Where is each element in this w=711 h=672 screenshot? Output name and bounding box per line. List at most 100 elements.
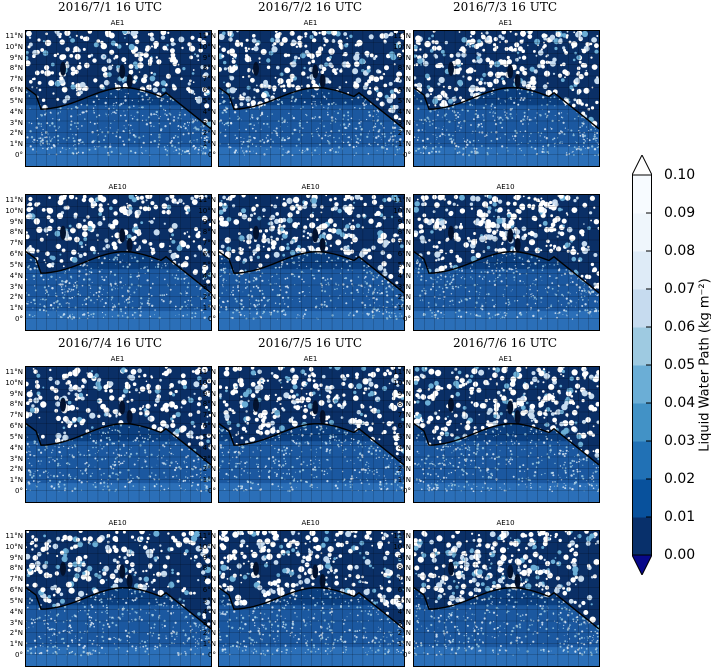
colorbar-tick-label: 0.01 [664,509,696,525]
lat-tick-label: 10°N [393,42,411,51]
lat-tick-label: 6°N [9,586,23,595]
panel-label: AE10 [301,519,320,527]
row-title: 2016/7/3 16 UTC [452,0,558,14]
lat-tick-label: 7°N [397,239,411,248]
lat-tick-label: 5°N [202,596,216,605]
lat-tick-label: 8°N [397,228,411,237]
lat-tick-label: 2°N [397,465,411,474]
colorbar-tick-label: 0.07 [664,281,696,297]
colorbar-tick-label: 0.04 [664,395,696,411]
lat-tick-label: 7°N [202,575,216,584]
lat-tick-label: 10°N [393,542,411,551]
panel-label: AE1 [110,19,125,27]
lat-tick-label: 3°N [9,454,23,463]
lat-tick-label: 8°N [9,564,23,573]
lat-tick-label: 1°N [397,304,411,313]
lat-tick-label: 6°N [397,86,411,95]
lwp-field [414,31,599,166]
lat-tick-label: 7°N [202,75,216,84]
lat-tick-label: 1°N [9,140,23,149]
lat-tick-label: 4°N [202,607,216,616]
lat-tick-label: 11°N [393,368,411,376]
lat-tick-label: 5°N [397,96,411,105]
lat-tick-label: 5°N [397,260,411,269]
lat-tick-label: 3°N [397,118,411,127]
panel-label: AE1 [110,355,125,363]
lat-tick-label: 8°N [397,564,411,573]
colorbar-segment [632,289,652,328]
lat-tick-label: 11°N [5,196,23,204]
colorbar-extend-min [632,554,652,575]
lat-tick-label: 4°N [397,271,411,280]
lat-tick-label: 5°N [202,96,216,105]
lat-tick-label: 6°N [9,250,23,259]
lat-tick-label: 6°N [202,586,216,595]
lwp-field [26,31,211,166]
colorbar-segment [632,175,652,214]
lat-tick-label: 0° [208,315,216,323]
lwp-field [26,531,211,666]
row-title: 2016/7/6 16 UTC [452,336,558,350]
lat-tick-label: 10°N [5,542,23,551]
colorbar-tick-label: 0.06 [664,319,696,335]
lat-tick-label: 3°N [202,454,216,463]
colorbar-tick-label: 0.09 [664,205,696,221]
lat-tick-label: 8°N [9,64,23,73]
colorbar-segment [632,365,652,404]
lat-tick-label: 1°N [9,476,23,485]
lat-tick-label: 2°N [202,465,216,474]
lwp-field [26,367,211,502]
lat-tick-label: 7°N [397,75,411,84]
lat-tick-label: 8°N [9,400,23,409]
lat-tick-label: 6°N [9,86,23,95]
colorbar-tick-label: 0.08 [664,243,696,259]
lat-tick-label: 2°N [9,629,23,638]
colorbar-tick-label: 0.05 [664,357,696,373]
lat-tick-label: 5°N [9,432,23,441]
lat-tick-label: 0° [403,151,411,159]
lat-tick-label: 10°N [198,206,216,215]
lat-tick-label: 4°N [202,107,216,116]
lat-tick-label: 11°N [393,196,411,204]
lat-tick-label: 9°N [397,217,411,226]
lat-tick-label: 2°N [9,465,23,474]
map-panel [413,194,600,331]
lat-tick-label: 5°N [9,96,23,105]
lat-tick-label: 7°N [9,575,23,584]
panel-label: AE10 [301,183,320,191]
lat-tick-label: 1°N [202,304,216,313]
map-panel [25,530,212,667]
lat-tick-label: 5°N [9,596,23,605]
lat-tick-label: 6°N [397,586,411,595]
lat-tick-label: 10°N [393,378,411,387]
lat-tick-label: 2°N [9,129,23,138]
lat-tick-label: 1°N [9,640,23,649]
lat-tick-label: 3°N [397,618,411,627]
lat-tick-label: 4°N [9,443,23,452]
lat-tick-label: 7°N [9,411,23,420]
panel-label: AE1 [498,355,513,363]
lat-tick-label: 9°N [9,553,23,562]
lat-tick-label: 11°N [198,368,216,376]
lat-tick-label: 7°N [397,575,411,584]
colorbar-segment [632,213,652,252]
lwp-field [219,195,404,330]
lat-tick-label: 11°N [5,368,23,376]
colorbar-segment [632,403,652,442]
lat-tick-label: 8°N [397,64,411,73]
map-panel [218,194,405,331]
row-title: 2016/7/1 16 UTC [57,0,163,14]
lat-tick-label: 4°N [9,107,23,116]
lat-tick-label: 10°N [5,378,23,387]
lat-tick-label: 1°N [202,476,216,485]
lat-tick-label: 9°N [202,217,216,226]
lat-tick-label: 8°N [9,228,23,237]
colorbar-segment [632,479,652,518]
lat-tick-label: 3°N [202,618,216,627]
lat-tick-label: 0° [208,487,216,495]
lwp-field [26,195,211,330]
colorbar-tick-label: 0.03 [664,433,696,449]
map-panel [25,366,212,503]
map-panel [25,194,212,331]
lat-tick-label: 6°N [202,250,216,259]
